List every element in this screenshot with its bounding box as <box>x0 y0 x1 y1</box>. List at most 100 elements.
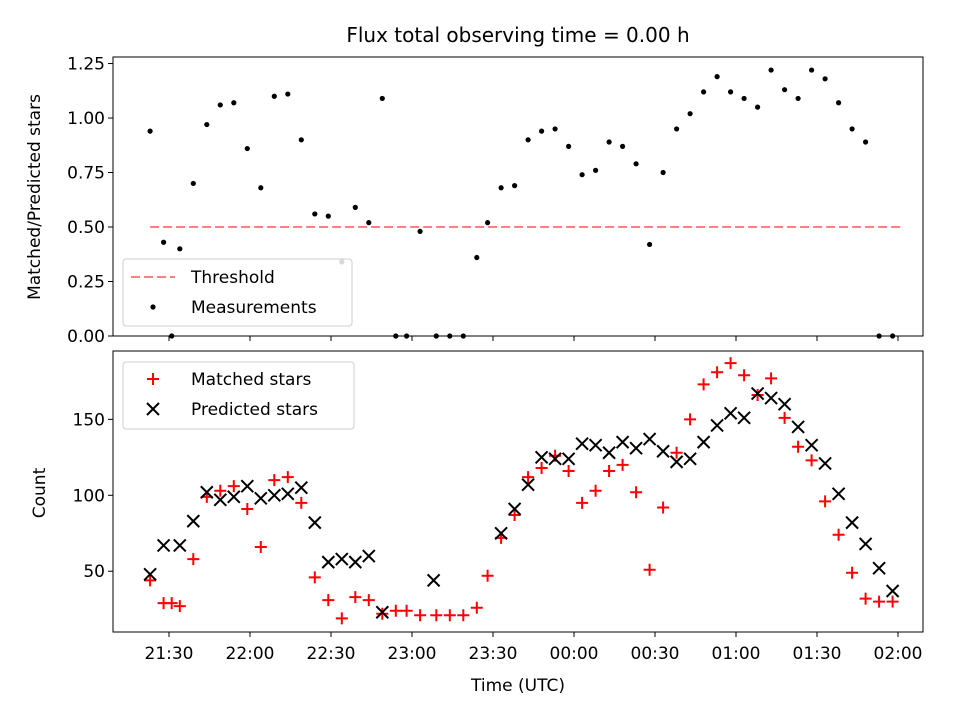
measurement-point <box>566 143 572 149</box>
matched-stars-point <box>268 474 281 487</box>
matched-stars-point <box>873 595 886 608</box>
matched-stars-point <box>322 594 335 607</box>
measurement-point <box>809 67 815 73</box>
measurement-point <box>647 241 653 248</box>
measurement-point <box>755 104 761 110</box>
predicted-stars-point <box>737 411 751 425</box>
ratio-y-tick-label: 1.25 <box>67 55 105 75</box>
matched-stars-point <box>254 540 267 553</box>
x-axis-label: Time (UTC) <box>470 676 565 696</box>
matched-stars-point <box>711 366 724 379</box>
measurement-point <box>782 87 788 93</box>
predicted-stars-point <box>267 488 282 503</box>
ratio-legend-box <box>122 258 353 327</box>
measurement-point <box>474 254 480 261</box>
ratio-y-tick-label: 0.75 <box>67 164 105 184</box>
predicted-stars-point <box>335 552 349 566</box>
count-y-tick-label: 150 <box>73 410 105 430</box>
predicted-stars-point <box>683 452 697 466</box>
predicted-stars-point <box>548 452 562 466</box>
measurement-point <box>177 246 183 252</box>
predicted-stars-point <box>426 573 441 588</box>
predicted-stars-point <box>507 502 522 516</box>
predicted-stars-point <box>173 538 187 553</box>
matched-stars-point <box>589 484 602 497</box>
ratio-panel: Flux total observing time = 0.00 h Match… <box>25 23 924 347</box>
count-x-tick-label: 23:00 <box>388 644 437 664</box>
measurement-point <box>768 67 774 73</box>
count-x-tick-label: 01:00 <box>712 644 761 664</box>
predicted-stars-point <box>281 487 295 501</box>
measurement-point <box>285 91 291 97</box>
measurement-point <box>741 95 747 102</box>
matched-stars-point <box>522 471 535 484</box>
matched-stars-point <box>376 607 389 620</box>
matched-stars-point <box>859 592 872 605</box>
ratio-axes-frame <box>112 56 924 337</box>
predicted-stars-point <box>521 477 535 492</box>
matched-stars-point <box>414 609 427 622</box>
matched-stars-point <box>724 357 737 370</box>
legend-predicted-label: Predicted stars <box>191 400 318 420</box>
measurement-point <box>606 139 612 145</box>
measurement-point <box>352 204 358 210</box>
legend-threshold-label: Threshold <box>190 268 275 288</box>
measurement-point <box>674 126 680 132</box>
chart-title: Flux total observing time = 0.00 h <box>346 23 689 47</box>
measurement-point <box>379 95 385 102</box>
matched-stars-point <box>616 458 629 471</box>
matched-stars-point <box>227 480 240 493</box>
measurement-point <box>660 169 666 176</box>
matched-stars-point <box>684 413 697 426</box>
count-x-tick-label: 22:30 <box>307 644 356 664</box>
matched-stars-point <box>335 612 348 625</box>
measurement-point <box>620 143 626 149</box>
matched-stars-point <box>846 566 859 579</box>
matched-stars-point <box>241 502 254 515</box>
predicted-stars-point <box>602 446 616 460</box>
predicted-stars-point <box>534 450 549 465</box>
predicted-stars-point <box>321 555 336 569</box>
ratio-y-tick-label: 0.00 <box>67 327 105 347</box>
matched-stars-point <box>792 440 805 453</box>
predicted-stars-point <box>872 561 886 575</box>
predicted-stars-point <box>723 406 738 420</box>
matched-stars-point <box>886 595 899 608</box>
matched-stars-point <box>481 569 494 582</box>
predicted-stars-point <box>831 487 846 501</box>
measurement-point <box>687 111 693 117</box>
measurement-point <box>633 161 639 167</box>
measurement-point <box>417 228 423 234</box>
ratio-y-tick-label: 0.25 <box>67 273 105 293</box>
measurement-point <box>366 220 372 226</box>
matched-stars-point <box>281 471 294 484</box>
predicted-stars-point <box>143 567 157 581</box>
measurement-point <box>325 213 331 219</box>
measurement-point <box>312 211 318 217</box>
matched-stars-point <box>603 464 616 477</box>
measurement-point <box>258 185 264 191</box>
predicted-stars-point <box>575 436 589 451</box>
predicted-stars-point <box>818 456 832 471</box>
predicted-stars-point <box>494 526 508 540</box>
matched-stars-point <box>173 600 186 613</box>
measurement-point <box>579 172 585 178</box>
count-y-tick-label: 100 <box>73 486 105 506</box>
matched-stars-point <box>697 378 710 391</box>
predicted-stars-point <box>710 418 724 433</box>
legend-predicted-swatch <box>146 402 160 416</box>
measurement-point <box>161 239 167 245</box>
matched-stars-point <box>430 609 443 622</box>
predicted-stars-point <box>561 452 576 466</box>
predicted-stars-point <box>240 479 255 493</box>
measurement-point <box>822 76 828 82</box>
measurement-point <box>498 185 504 191</box>
predicted-stars-point <box>656 444 670 458</box>
matched-stars-point <box>819 495 832 508</box>
count-x-tick-label: 22:00 <box>226 644 275 664</box>
matched-stars-point <box>657 501 670 514</box>
matched-stars-point <box>535 461 548 474</box>
measurement-point <box>714 74 720 80</box>
matched-stars-point <box>214 484 227 497</box>
